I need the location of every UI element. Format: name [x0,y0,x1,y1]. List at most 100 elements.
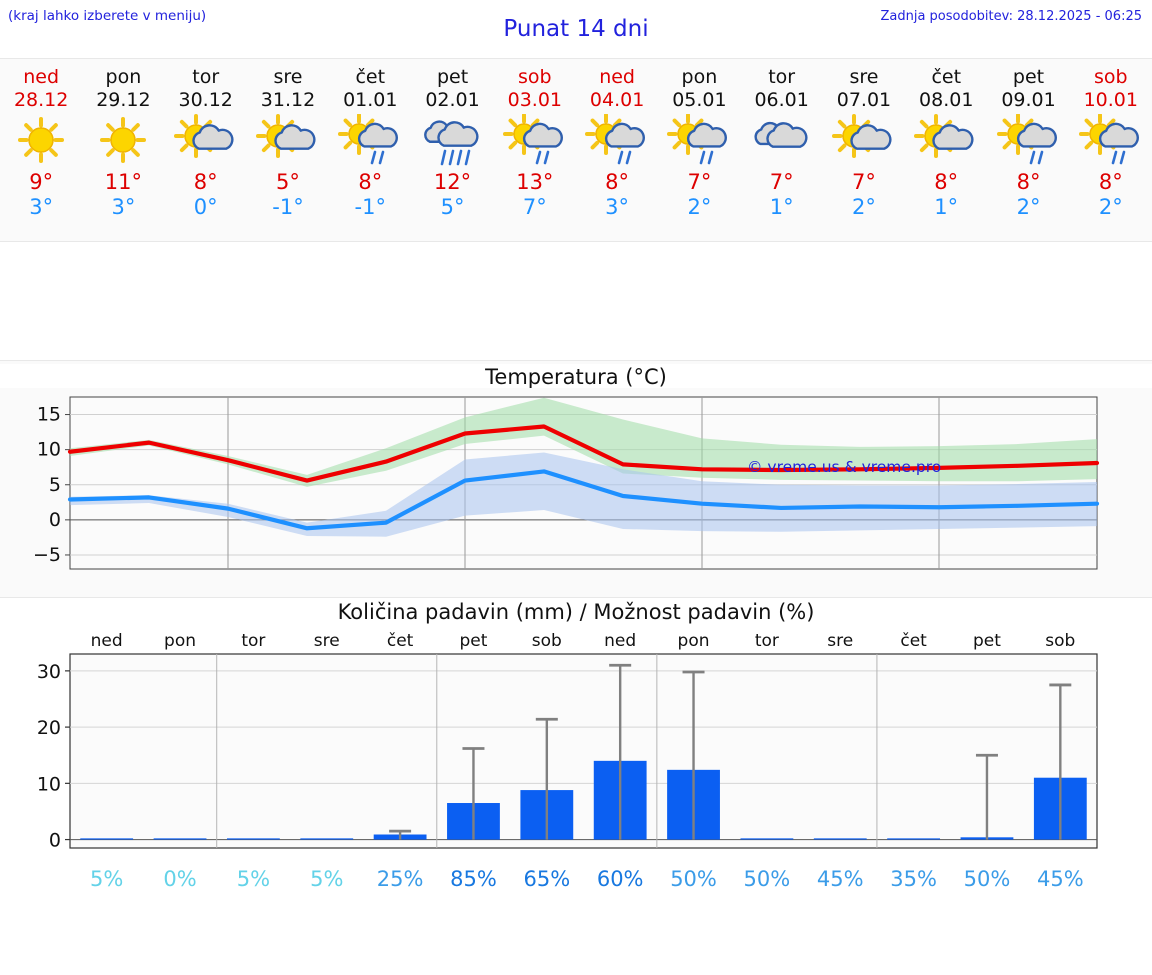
day-of-week: tor [192,66,220,88]
precipitation-bar[interactable] [226,838,280,840]
precipitation-chart-title: Količina padavin (mm) / Možnost padavin … [337,600,815,624]
precipitation-bar[interactable] [813,838,867,840]
precipitation-bar[interactable] [80,838,134,840]
temperature-min: 0° [193,195,218,219]
day-date: 28.12 [13,89,69,111]
day-column[interactable]: čet 08.01 8° 1° [905,59,987,241]
day-column[interactable]: sob 03.01 13° 7° [494,59,576,241]
precipitation-probability-label: 50% [670,867,717,891]
x-axis-day-label: pon [678,631,710,651]
day-date: 03.01 [507,89,563,111]
day-column[interactable]: pon 29.12 11° 3° [82,59,164,241]
precipitation-probability-label: 35% [890,867,937,891]
precipitation-probability-label: 50% [964,867,1011,891]
day-date: 05.01 [672,89,727,111]
temperature-min: -1° [354,195,386,219]
day-column[interactable]: čet 01.01 8° -1° [329,59,411,241]
weather-icon-wrapper [250,114,326,170]
temperature-max: 13° [516,170,554,194]
temperature-min: 2° [1098,195,1123,219]
day-of-week: tor [768,66,796,88]
x-axis-day-label: tor [755,631,779,651]
y-axis-tick: 10 [37,773,61,795]
cloud-heavy-rain-icon [423,120,479,166]
page-header: (kraj lahko izberete v meniju) Punat 14 … [0,0,1152,58]
precipitation-bar[interactable] [153,838,207,840]
sun-icon [18,117,65,163]
day-date: 01.01 [343,89,398,111]
temperature-min: -1° [272,195,304,219]
day-column[interactable]: sre 31.12 5° -1° [247,59,329,241]
precipitation-bar[interactable] [300,838,354,840]
temperature-min: 3° [111,195,136,219]
x-axis-day-label: sob [532,631,562,651]
precipitation-probability-label: 5% [90,867,123,891]
temperature-chart: Temperatura (°C) 15 10 5 0 −5 © vreme.us & vr… [0,360,1152,598]
weather-icon-wrapper [661,114,737,170]
day-of-week: pon [105,66,142,88]
page-title: Punat 14 dni [503,16,649,42]
day-column[interactable]: tor 30.12 8° 0° [165,59,247,241]
temperature-max: 7° [687,170,712,194]
temperature-min: 1° [934,195,959,219]
precipitation-probability-label: 65% [523,867,570,891]
x-axis-day-label: pet [460,631,488,651]
precipitation-probability-label: 50% [744,867,791,891]
precipitation-probability-label: 5% [310,867,343,891]
temperature-min: 2° [1016,195,1041,219]
precipitation-bar[interactable] [740,838,794,840]
day-of-week: sre [273,66,303,88]
y-axis-tick: −5 [33,544,61,566]
day-column[interactable]: ned 28.12 9° 3° [0,59,82,241]
sun-icon [100,117,147,163]
temperature-range-band [70,452,1097,537]
weather-icon-wrapper [908,114,984,170]
temperature-max: 8° [193,170,218,194]
weather-icon-wrapper [744,114,820,170]
weather-icon-wrapper [991,114,1067,170]
temperature-min: 7° [522,195,547,219]
sun-cloud-rain-icon [502,114,563,165]
day-column[interactable]: pon 05.01 7° 2° [658,59,740,241]
day-column[interactable]: sre 07.01 7° 2° [823,59,905,241]
temperature-max: 9° [29,170,54,194]
weather-icon-wrapper [497,114,573,170]
precipitation-error-bar [389,829,412,840]
weather-icon-wrapper [579,114,655,170]
day-of-week: pet [1012,66,1045,88]
sun-cloud-icon [255,114,316,158]
day-column[interactable]: pet 02.01 12° 5° [411,59,493,241]
sun-cloud-rain-icon [667,114,728,165]
temperature-max: 12° [433,170,472,194]
precipitation-probability-label: 85% [450,867,497,891]
day-of-week: pon [681,66,718,88]
day-of-week: sob [1094,66,1128,88]
x-axis-day-label: ned [91,631,123,651]
day-column[interactable]: tor 06.01 7° 1° [741,59,823,241]
weather-icon-wrapper [826,114,902,170]
precipitation-error-bar [609,663,632,840]
last-updated: Zadnja posodobitev: 28.12.2025 - 06:25 [880,9,1142,24]
temperature-line [67,424,1100,483]
day-of-week: sob [518,66,552,88]
sun-cloud-icon [173,114,234,158]
temperature-min: 1° [769,195,794,219]
x-axis-day-label: čet [900,631,927,651]
y-axis-tick: 10 [37,439,61,461]
day-of-week: ned [23,66,60,88]
precipitation-probability-label: 45% [1037,867,1084,891]
day-column[interactable]: ned 04.01 8° 3° [576,59,658,241]
sun-cloud-rain-icon [1078,114,1139,165]
temperature-range-band [70,397,1097,487]
temperature-max: 11° [104,170,143,194]
weather-icon-wrapper [415,114,491,170]
day-column[interactable]: sob 10.01 8° 2° [1070,59,1152,241]
y-axis-tick: 15 [37,404,61,426]
day-of-week: čet [931,66,962,88]
day-column[interactable]: pet 09.01 8° 2° [987,59,1069,241]
precipitation-bar[interactable] [887,838,941,840]
day-date: 08.01 [919,89,974,111]
day-date: 04.01 [589,89,645,111]
spacer [0,242,1152,360]
precipitation-plot: ned pon tor sre čet pet sob ned pon tor sre čet pet s… [0,626,1152,916]
